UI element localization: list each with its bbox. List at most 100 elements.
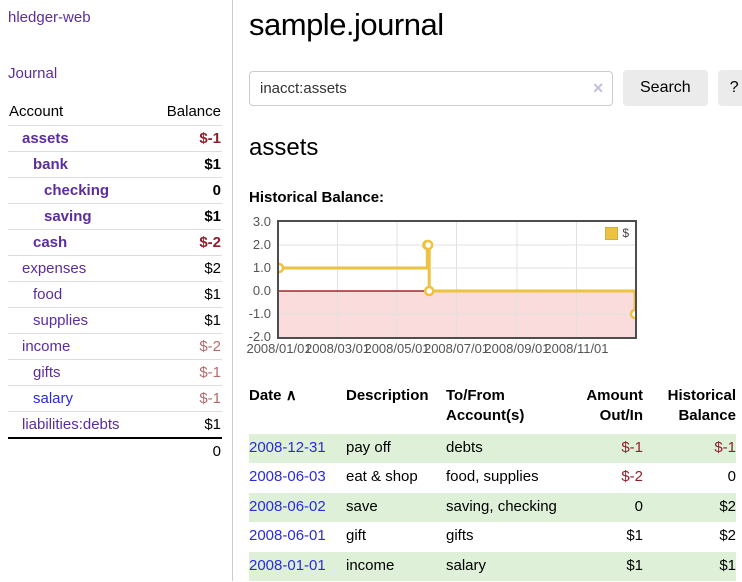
x-tick-label: 2008/01/01 bbox=[246, 341, 312, 356]
register-header-row: Date ∧ Description To/From Account(s) Am… bbox=[249, 386, 736, 434]
account-link[interactable]: cash bbox=[33, 234, 68, 251]
y-tick-label: -1.0 bbox=[248, 306, 271, 321]
account-column-header: Account bbox=[8, 99, 151, 126]
account-row: supplies $1 bbox=[8, 307, 222, 334]
date-cell: 2008-12-31 bbox=[249, 434, 346, 464]
account-row: saving $1 bbox=[8, 203, 222, 230]
account-link[interactable]: checking bbox=[44, 182, 110, 199]
date-cell: 2008-06-02 bbox=[249, 493, 346, 523]
sort-ascending-icon: ∧ bbox=[285, 387, 297, 404]
account-balance: $-1 bbox=[150, 359, 222, 386]
x-tick-label: 2008/07/01 bbox=[423, 341, 490, 356]
main-content: sample.journal ✕ Search ? assets Histori… bbox=[233, 0, 742, 581]
clear-search-icon[interactable]: ✕ bbox=[592, 79, 604, 96]
table-row: 2008-06-02 save saving, checking 0 $2 bbox=[249, 492, 736, 523]
app-title-link[interactable]: hledger-web bbox=[8, 9, 91, 26]
accounts-cell: gifts bbox=[446, 527, 474, 544]
account-link[interactable]: assets bbox=[22, 130, 69, 147]
transaction-date-link[interactable]: 2008-06-01 bbox=[249, 527, 326, 544]
account-tree: Account Balance assets $-1 bank $1 checking 0… bbox=[8, 99, 222, 464]
account-link[interactable]: income bbox=[22, 338, 71, 355]
y-tick-label: 1.0 bbox=[252, 260, 271, 275]
account-link[interactable]: gifts bbox=[33, 364, 61, 381]
table-row: 2008-06-03 eat & shop food, supplies $-2 0 bbox=[249, 463, 736, 493]
accounts-cell: saving, checking bbox=[446, 497, 557, 515]
account-total-row: 0 bbox=[8, 437, 222, 464]
y-tick-label: 3.0 bbox=[252, 214, 271, 229]
account-link[interactable]: food bbox=[33, 286, 63, 303]
chart-canvas bbox=[279, 222, 635, 337]
help-button[interactable]: ? bbox=[717, 70, 742, 106]
account-balance: $-2 bbox=[150, 229, 222, 256]
account-row: food $1 bbox=[8, 281, 222, 308]
balance-chart-plot: $ bbox=[277, 220, 637, 339]
account-row: expenses $2 bbox=[8, 255, 222, 282]
date-column-header[interactable]: Date ∧ bbox=[249, 387, 297, 404]
account-row: income $-2 bbox=[8, 333, 222, 360]
date-cell: 2008-06-01 bbox=[249, 522, 346, 552]
amount-cell: $-1 bbox=[621, 438, 643, 456]
sidebar-item-journal[interactable]: Journal bbox=[8, 65, 58, 82]
description-cell: gift bbox=[346, 527, 367, 544]
account-heading: assets bbox=[249, 134, 319, 161]
amount-cell: 0 bbox=[634, 497, 643, 515]
account-link[interactable]: saving bbox=[44, 208, 92, 225]
register-rows: 2008-12-31 pay off debts $-1 $-1 2008-06-03 ea… bbox=[249, 433, 736, 582]
x-tick-label: 2008/05/01 bbox=[364, 341, 430, 356]
description-cell: eat & shop bbox=[346, 468, 418, 485]
x-tick-label: 2008/03/01 bbox=[304, 341, 371, 356]
account-total-value: 0 bbox=[8, 437, 222, 464]
legend-color-swatch bbox=[605, 226, 619, 240]
description-cell: save bbox=[346, 497, 378, 515]
account-rows: assets $-1 bank $1 checking 0 saving $1 cash $-2 e… bbox=[8, 125, 222, 439]
description-column-header: Description bbox=[346, 387, 429, 404]
accounts-cell: debts bbox=[446, 438, 483, 456]
account-balance: $1 bbox=[150, 203, 222, 230]
account-balance: $1 bbox=[150, 151, 222, 178]
account-row: cash $-2 bbox=[8, 229, 222, 256]
transaction-date-link[interactable]: 2008-06-03 bbox=[249, 468, 326, 485]
chart-title: Historical Balance: bbox=[249, 189, 385, 206]
accounts-column-header: To/From Account(s) bbox=[446, 387, 525, 425]
y-tick-label: -2.0 bbox=[248, 329, 271, 344]
page-title: sample.journal bbox=[249, 7, 444, 42]
balance-cell: 0 bbox=[727, 468, 736, 485]
chart-legend: $ bbox=[603, 225, 631, 241]
legend-label: $ bbox=[622, 226, 629, 240]
transaction-date-link[interactable]: 2008-12-31 bbox=[249, 438, 326, 456]
description-cell: pay off bbox=[346, 438, 391, 456]
accounts-cell: food, supplies bbox=[446, 468, 539, 485]
x-tick-label: 2008/09/01 bbox=[484, 341, 550, 356]
account-balance: $-1 bbox=[150, 385, 222, 412]
account-balance: $1 bbox=[150, 281, 222, 308]
y-tick-label: 2.0 bbox=[252, 237, 271, 252]
account-link[interactable]: salary bbox=[33, 390, 74, 407]
account-balance: $2 bbox=[150, 255, 222, 282]
transaction-date-link[interactable]: 2008-01-01 bbox=[249, 556, 326, 574]
balance-chart: $ 3.0 2.0 1.0 0.0 -1.0 -2.0 bbox=[249, 214, 639, 344]
account-balance: $1 bbox=[150, 411, 222, 439]
date-cell: 2008-01-01 bbox=[249, 552, 346, 582]
x-tick-label: 2008/11/01 bbox=[544, 341, 609, 356]
account-link[interactable]: supplies bbox=[33, 312, 89, 329]
account-row: bank $1 bbox=[8, 151, 222, 178]
account-row: assets $-1 bbox=[8, 125, 222, 152]
account-row: gifts $-1 bbox=[8, 359, 222, 386]
x-axis-labels: 2008/01/01 2008/03/01 2008/05/01 2008/07/01… bbox=[246, 341, 742, 361]
balance-cell: $2 bbox=[719, 527, 736, 544]
account-link[interactable]: liabilities:debts bbox=[22, 416, 120, 433]
search-box: ✕ bbox=[249, 70, 613, 106]
search-input[interactable] bbox=[249, 70, 613, 106]
account-row: liabilities:debts $1 bbox=[8, 411, 222, 439]
sidebar: hledger-web Journal Account Balance asse… bbox=[0, 0, 233, 581]
amount-cell: $1 bbox=[626, 556, 643, 574]
account-link[interactable]: bank bbox=[33, 156, 69, 173]
amount-cell: $-2 bbox=[621, 468, 643, 485]
account-balance: $-2 bbox=[150, 333, 222, 360]
search-button[interactable]: Search bbox=[623, 70, 708, 106]
transaction-date-link[interactable]: 2008-06-02 bbox=[249, 497, 326, 515]
amount-column-header: Amount Out/In bbox=[586, 387, 643, 425]
account-link[interactable]: expenses bbox=[22, 260, 87, 277]
app-title: hledger-web bbox=[8, 9, 222, 26]
